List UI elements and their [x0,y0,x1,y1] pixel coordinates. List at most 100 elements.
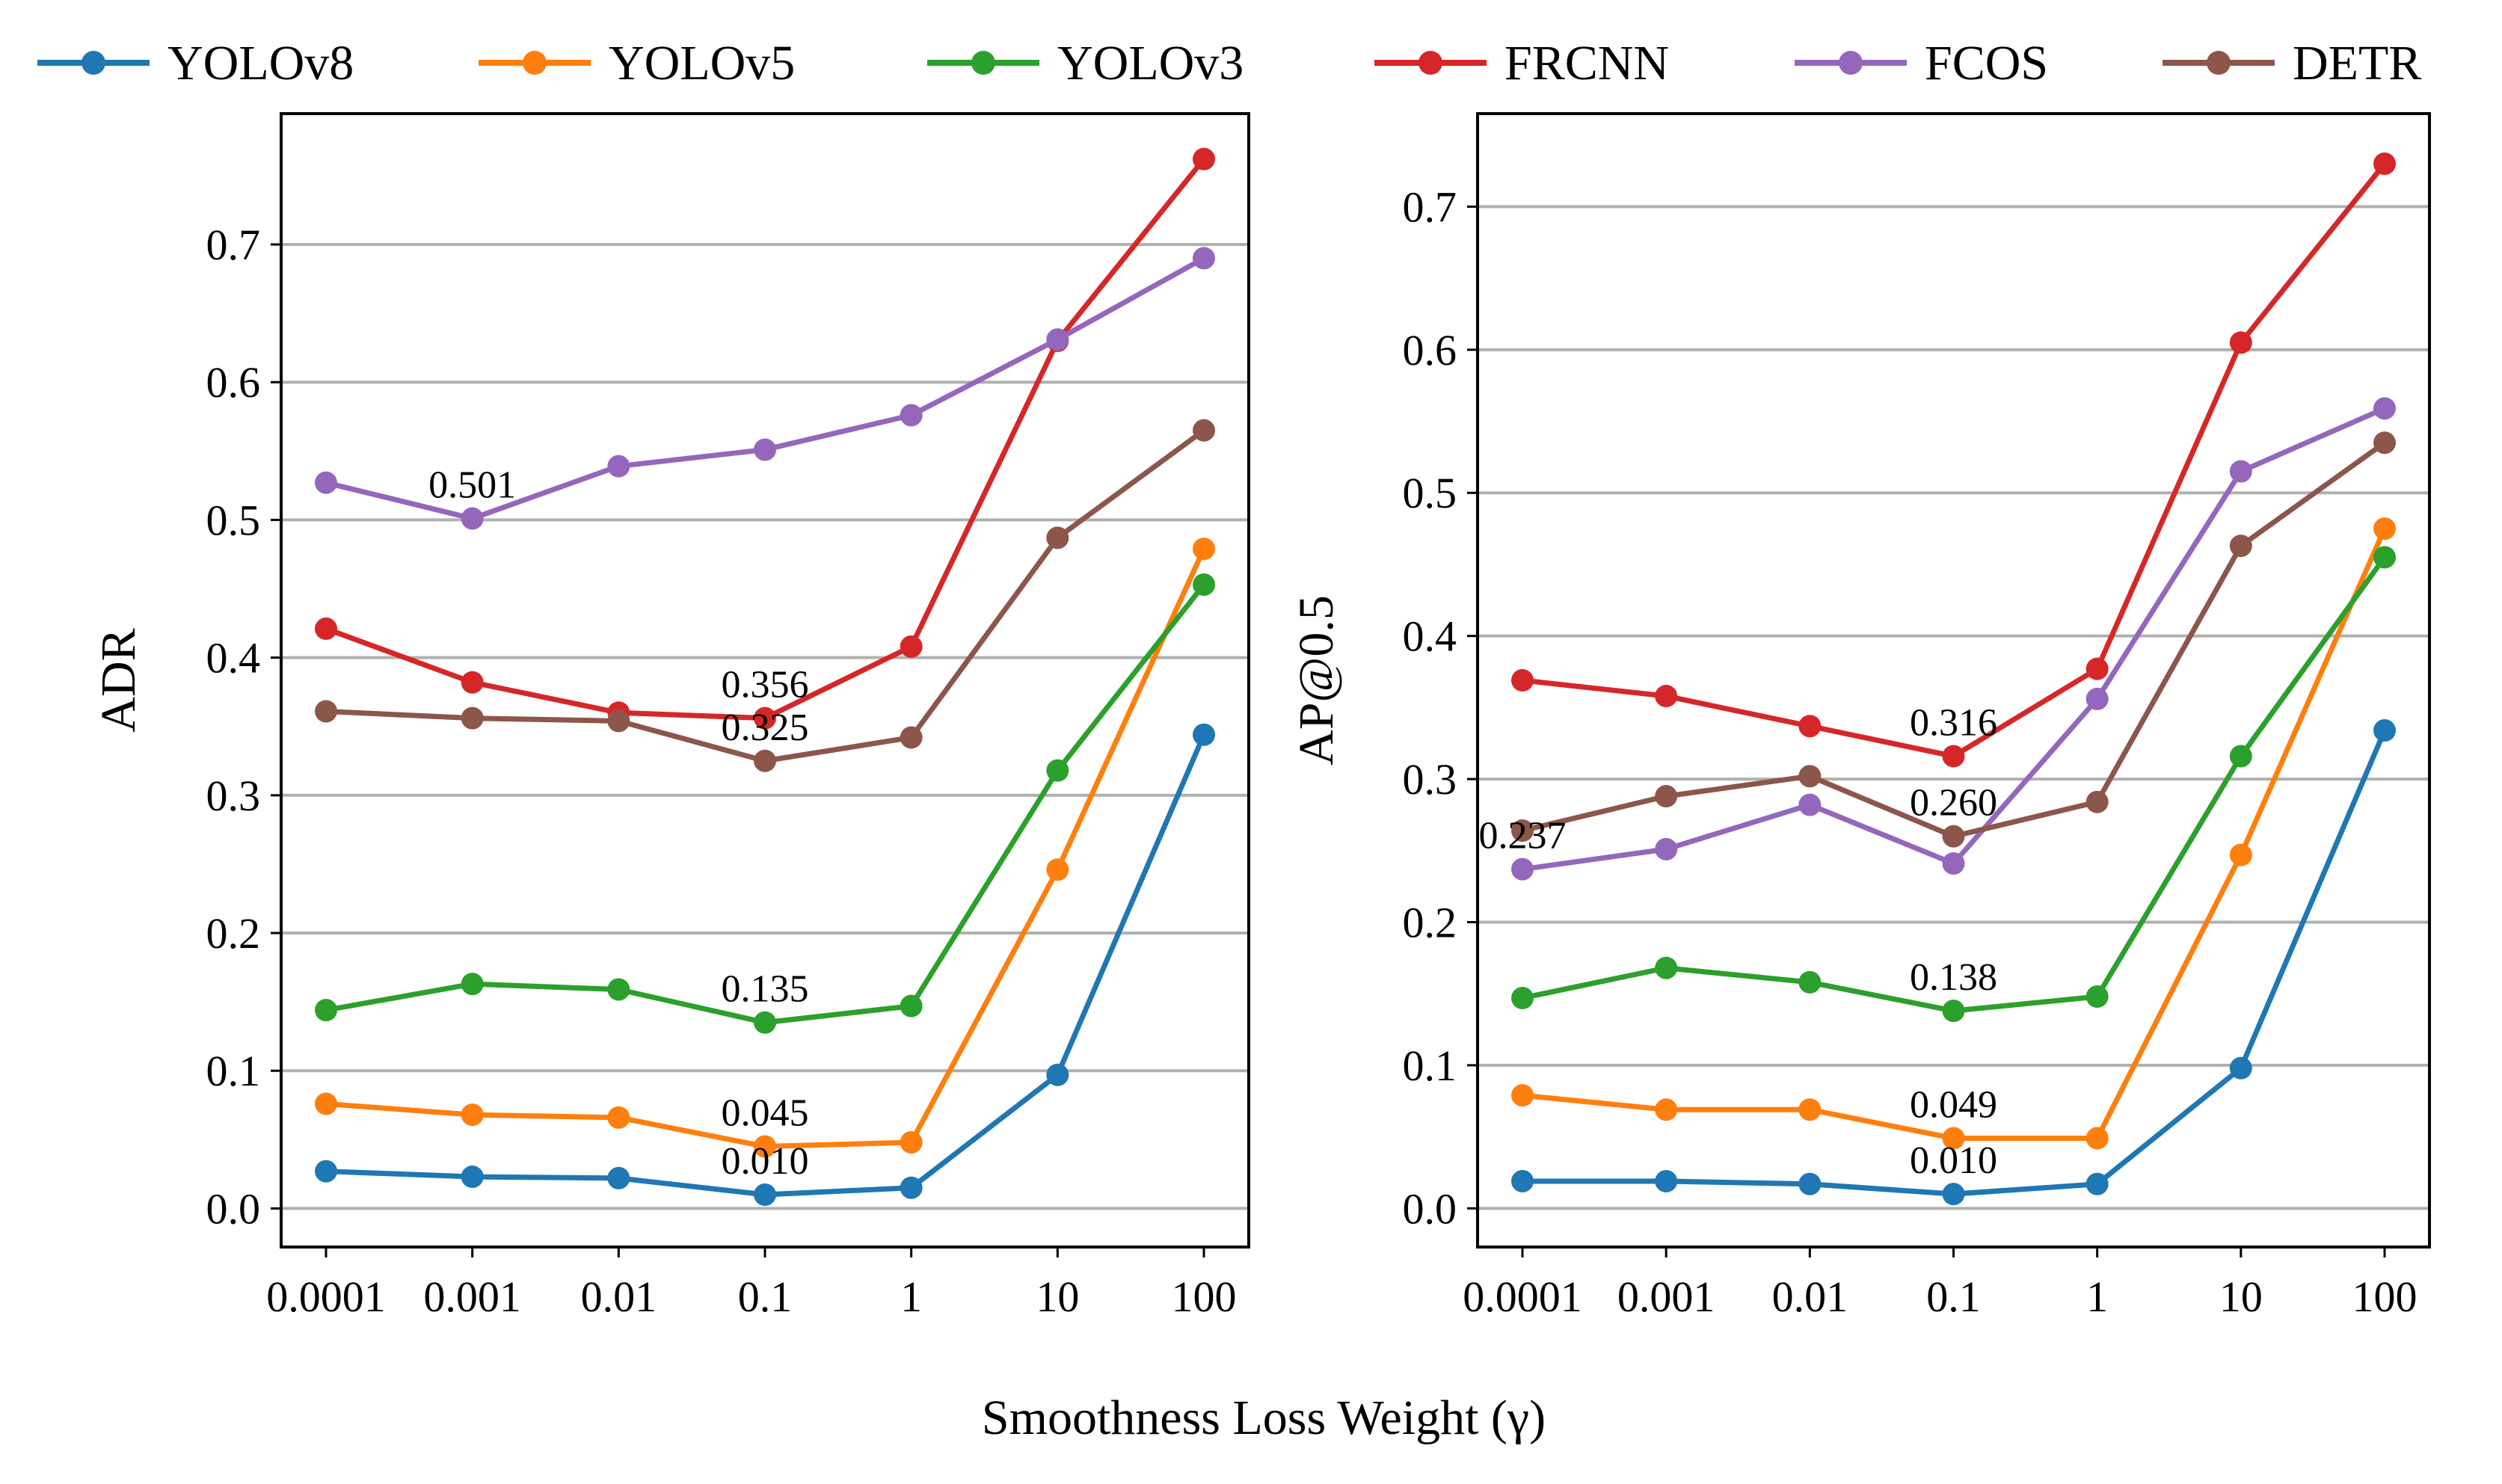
adr-x-tick-label: 0.01 [581,1272,657,1321]
adr-y-axis-title: ADR [91,628,146,732]
ap50-point-fcos [1798,793,1822,816]
adr-point-yolov3 [607,978,630,1001]
adr-point-fcos [607,455,630,478]
adr-point-yolov8 [607,1166,630,1189]
adr-point-yolov8 [461,1166,484,1189]
ap50-point-detr [1655,785,1678,808]
ap50-point-frcnn [1798,715,1822,738]
legend: YOLOv8 YOLOv5 YOLOv3 FRCNN FCOS DETR [37,36,2421,90]
ap50-point-detr [1942,825,1965,848]
adr-point-yolov3 [461,973,484,996]
adr-point-yolov3 [1193,573,1215,596]
adr-point-yolov5 [461,1103,484,1127]
adr-point-fcos [754,438,776,461]
legend-swatch-marker-fcos [1839,51,1863,75]
adr-point-yolov3 [315,999,337,1022]
ap50-point-yolov8 [2373,718,2396,742]
ap50-data-label: 0.049 [1910,1084,1997,1127]
ap50-point-yolov3 [1798,970,1822,994]
adr-point-yolov3 [900,994,923,1017]
adr-point-yolov8 [1046,1063,1069,1086]
ap50-point-yolov5 [2229,843,2252,866]
ap50-x-tick-label: 10 [2219,1272,2263,1321]
adr-point-yolov3 [1046,759,1069,782]
ap50-point-yolov5 [1511,1084,1534,1107]
ap50-x-tick-label: 0.001 [1617,1272,1715,1321]
ap50-axes-frame [1476,112,2431,1249]
ap50-point-frcnn [2229,331,2252,354]
adr-y-tick-label: 0.7 [206,221,261,269]
ap50-point-yolov8 [2229,1056,2252,1080]
ap50-x-tick-label: 1 [2086,1272,2108,1321]
adr-point-fcos [1046,328,1069,351]
ap50-x-tick-label: 0.0001 [1463,1272,1582,1321]
adr-x-tick-label: 1 [900,1272,922,1321]
adr-point-yolov5 [607,1106,630,1129]
adr-point-yolov5 [315,1092,337,1115]
ap50-y-tick-label: 0.3 [1403,755,1457,804]
adr-point-frcnn [461,671,484,694]
ap50-point-detr [2373,431,2396,455]
legend-swatch-marker-detr [2207,51,2231,75]
adr-x-tick-label: 0.001 [423,1272,521,1321]
legend-label-frcnn: FRCNN [1504,36,1669,90]
adr-point-detr [900,726,923,749]
adr-y-tick-label: 0.2 [206,909,261,958]
ap50-point-yolov5 [1655,1098,1678,1121]
ap50-y-tick-label: 0.1 [1403,1041,1457,1090]
adr-point-detr [315,700,337,723]
adr-data-label: 0.501 [428,464,516,507]
adr-x-tick-label: 100 [1172,1272,1237,1321]
adr-point-fcos [461,507,484,530]
adr-point-frcnn [315,617,337,640]
ap50-point-yolov8 [1511,1169,1534,1192]
adr-data-label: 0.010 [722,1140,809,1183]
ap50-point-fcos [2085,687,2109,710]
adr-point-frcnn [1193,147,1215,170]
adr-point-yolov5 [900,1131,923,1154]
ap50-point-yolov5 [2085,1127,2109,1150]
legend-swatch-marker-yolov5 [523,51,547,75]
ap50-panel: 0.00.10.20.30.40.50.60.70.0001 0.001 0.01 0… [1289,112,2431,1321]
ap50-point-frcnn [2373,152,2396,175]
adr-point-yolov8 [754,1183,776,1207]
legend-label-yolov5: YOLOv5 [609,36,795,90]
adr-y-tick-label: 0.5 [206,496,261,544]
ap50-point-yolov3 [1942,1000,1965,1023]
adr-point-yolov8 [315,1160,337,1183]
ap50-y-tick-label: 0.7 [1403,182,1457,231]
ap50-series-line-frcnn [1522,161,2387,759]
adr-x-tick-label: 10 [1036,1272,1079,1321]
adr-data-label: 0.325 [722,706,809,749]
ap50-y-tick-label: 0.2 [1403,898,1457,946]
ap50-point-yolov5 [2373,517,2396,541]
ap50-point-frcnn [1511,669,1534,692]
legend-label-yolov3: YOLOv3 [1057,36,1244,90]
adr-y-tick-label: 0.6 [206,358,261,407]
adr-point-fcos [900,404,923,427]
adr-x-tick-label: 0.1 [738,1272,793,1321]
adr-y-tick-label: 0.3 [206,772,261,820]
adr-series-line-yolov3 [325,582,1206,1026]
ap50-y-tick-label: 0.5 [1403,469,1457,517]
ap50-point-yolov8 [1942,1183,1965,1206]
ap50-point-yolov5 [1798,1098,1822,1121]
adr-point-yolov5 [754,1135,776,1158]
x-axis-title: Smoothness Loss Weight (γ) [982,1391,1546,1445]
ap50-point-detr [1798,765,1822,788]
legend-swatch-marker-yolov3 [971,51,995,75]
ap50-data-label: 0.138 [1910,956,1997,999]
ap50-data-label: 0.316 [1910,701,1997,744]
adr-data-label: 0.045 [722,1092,809,1135]
adr-data-label: 0.135 [722,968,809,1011]
adr-point-detr [1193,419,1215,442]
ap50-point-fcos [2373,397,2396,420]
ap50-y-tick-label: 0.0 [1403,1184,1457,1233]
ap50-y-axis-title: AP@0.5 [1289,595,1344,766]
ap50-point-yolov3 [2229,745,2252,768]
adr-point-yolov5 [1193,538,1215,561]
adr-y-tick-label: 0.0 [206,1184,261,1233]
ap50-point-frcnn [2085,657,2109,680]
adr-point-detr [1046,526,1069,549]
